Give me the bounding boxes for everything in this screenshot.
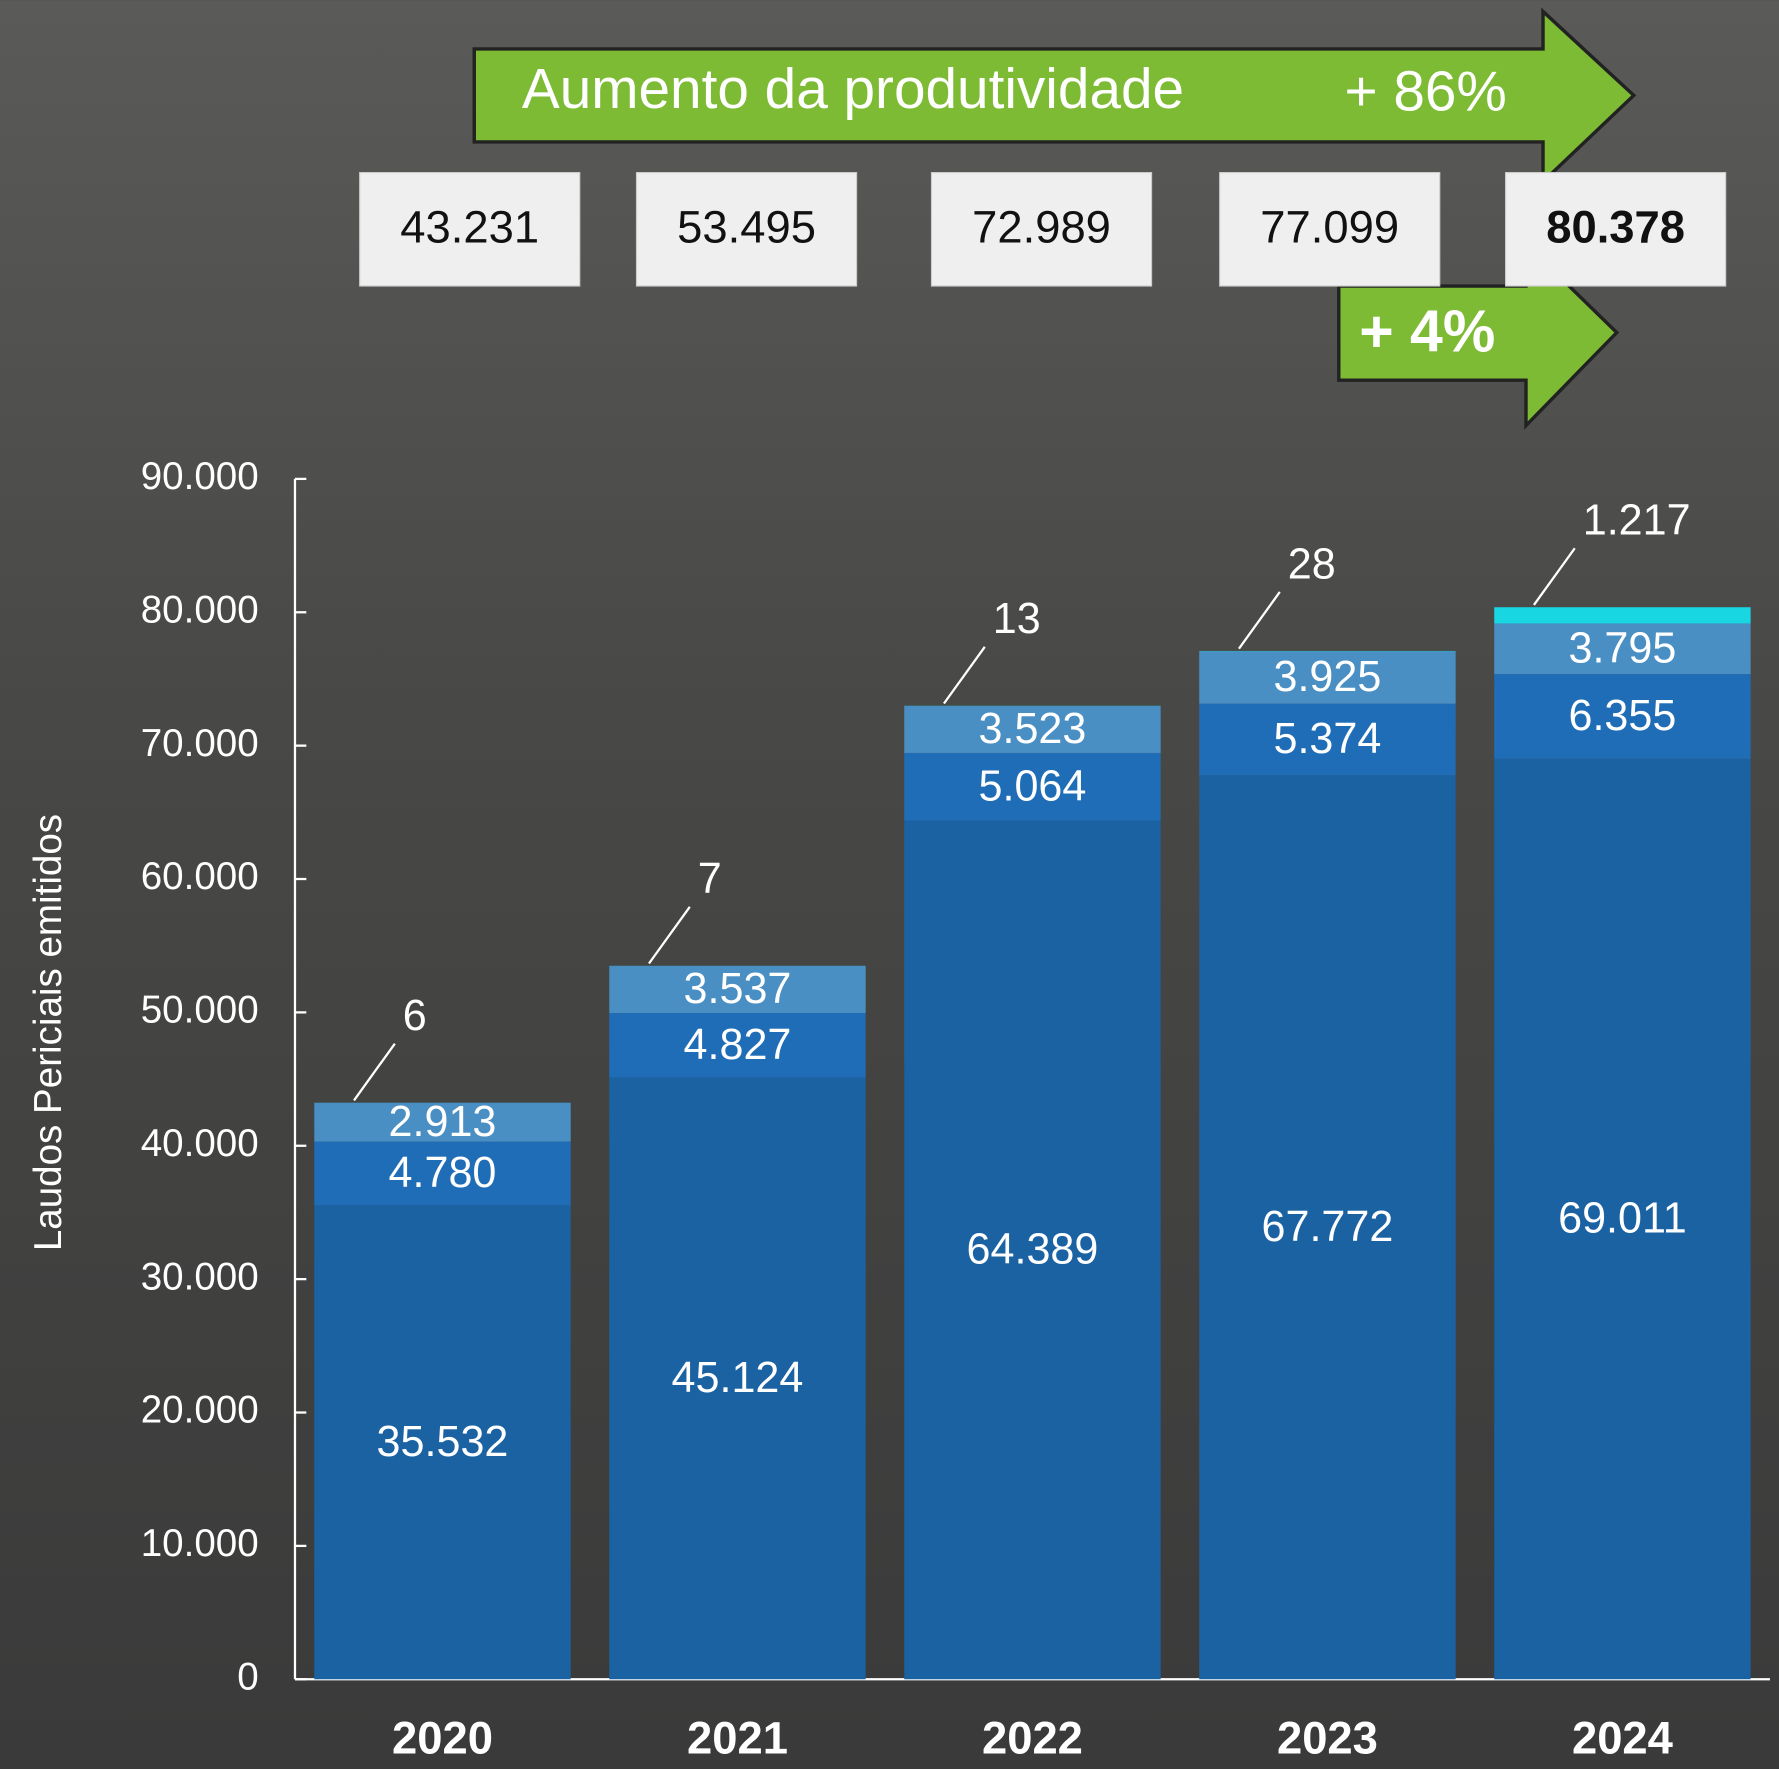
x-tick-label: 2022: [982, 1713, 1083, 1764]
value-label: 7: [698, 855, 722, 903]
value-label: 28: [1288, 540, 1336, 588]
x-tick-label: 2023: [1277, 1713, 1378, 1764]
y-tick-label: 70.000: [141, 722, 259, 765]
y-tick-label: 30.000: [141, 1255, 259, 1298]
y-tick-label: 10.000: [141, 1522, 259, 1565]
y-tick-label: 0: [237, 1655, 258, 1698]
value-label: 3.523: [979, 705, 1087, 753]
value-label: 6.355: [1568, 692, 1676, 740]
value-label: 4.827: [684, 1021, 792, 1069]
value-label: 4.780: [389, 1149, 497, 1197]
y-tick-label: 80.000: [141, 588, 259, 631]
y-tick-label: 40.000: [141, 1122, 259, 1165]
value-label: 5.374: [1273, 715, 1381, 763]
value-label: 64.389: [967, 1226, 1099, 1274]
value-label: 3.925: [1273, 653, 1381, 701]
growth-total: + 86%: [1344, 60, 1506, 123]
x-tick-label: 2024: [1572, 1713, 1673, 1764]
total-label: 80.378: [1546, 201, 1685, 252]
y-tick-label: 90.000: [141, 455, 259, 498]
y-axis-title: Laudos Periciais emitidos: [27, 814, 70, 1251]
x-tick-label: 2020: [392, 1713, 493, 1764]
chart: Aumento da produtividade + 86% + 4% Laud…: [0, 0, 1779, 1769]
value-label: 5.064: [979, 762, 1087, 810]
total-label: 43.231: [400, 201, 539, 252]
y-tick-label: 20.000: [141, 1389, 259, 1432]
x-tick-label: 2021: [687, 1713, 788, 1764]
total-label: 53.495: [677, 201, 816, 252]
total-label: 72.989: [972, 201, 1111, 252]
value-label: 67.772: [1262, 1203, 1394, 1251]
value-label: 35.532: [377, 1418, 509, 1466]
value-label: 1.217: [1583, 497, 1691, 545]
y-tick-label: 50.000: [141, 989, 259, 1032]
growth-last: + 4%: [1359, 299, 1495, 365]
page: Aumento da produtividade + 86% + 4% Laud…: [0, 0, 1779, 1769]
y-tick-label: 60.000: [141, 855, 259, 898]
total-label: 77.099: [1260, 201, 1399, 252]
bar-segment: [1494, 607, 1750, 623]
value-label: 45.124: [672, 1354, 804, 1402]
value-label: 6: [403, 992, 427, 1040]
value-label: 13: [993, 595, 1041, 643]
value-label: 2.913: [389, 1098, 497, 1146]
growth-title: Aumento da produtividade: [522, 58, 1184, 121]
value-label: 3.537: [684, 965, 792, 1013]
value-label: 69.011: [1558, 1195, 1687, 1243]
value-label: 3.795: [1568, 624, 1676, 672]
